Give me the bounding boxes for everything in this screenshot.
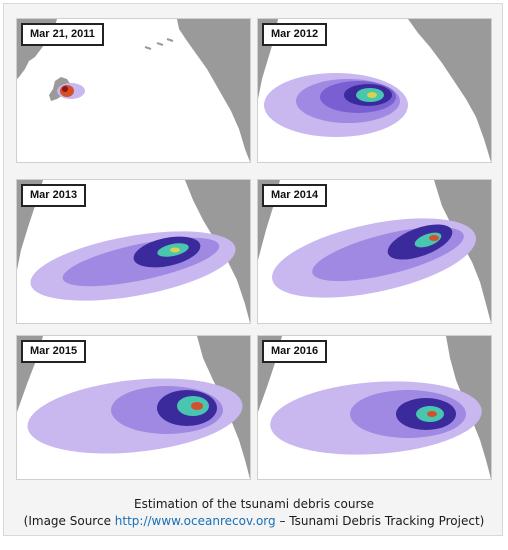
caption-source-prefix: (Image Source: [23, 514, 115, 528]
map-panel-2015: Mar 2015: [17, 336, 250, 479]
panel-date-label: Mar 2016: [262, 340, 328, 363]
america-landmass: [185, 180, 250, 323]
america-landmass: [197, 336, 250, 479]
panel-date-label: Mar 2012: [262, 23, 328, 46]
aleutian-islands: [144, 38, 174, 50]
caption-source: (Image Source http://www.oceanrecov.org …: [0, 514, 508, 528]
panel-date-label: Mar 2014: [262, 184, 328, 207]
america-landmass: [408, 19, 491, 162]
map-panel-2013: Mar 2013: [17, 180, 250, 323]
map-panel-2012: Mar 2012: [258, 19, 491, 162]
caption-title: Estimation of the tsunami debris course: [133, 497, 375, 511]
pacific-map: [17, 180, 250, 323]
panel-date-label: Mar 2015: [21, 340, 87, 363]
figure-frame: Mar 21, 2011 Mar 2012 Mar 2013: [3, 3, 503, 536]
source-link[interactable]: http://www.oceanrecov.org: [114, 514, 276, 528]
figure-caption: Estimation of the tsunami debris course …: [0, 497, 508, 528]
america-landmass: [177, 19, 250, 162]
pacific-map: [258, 19, 491, 162]
america-landmass: [434, 180, 491, 323]
map-panel-2016: Mar 2016: [258, 336, 491, 479]
pacific-map: [258, 180, 491, 323]
panel-date-label: Mar 21, 2011: [21, 23, 104, 46]
pacific-map: [17, 336, 250, 479]
map-panel-2014: Mar 2014: [258, 180, 491, 323]
panel-date-label: Mar 2013: [21, 184, 87, 207]
map-panel-2011: Mar 21, 2011: [17, 19, 250, 162]
pacific-map: [258, 336, 491, 479]
caption-source-suffix: – Tsunami Debris Tracking Project): [275, 514, 485, 528]
